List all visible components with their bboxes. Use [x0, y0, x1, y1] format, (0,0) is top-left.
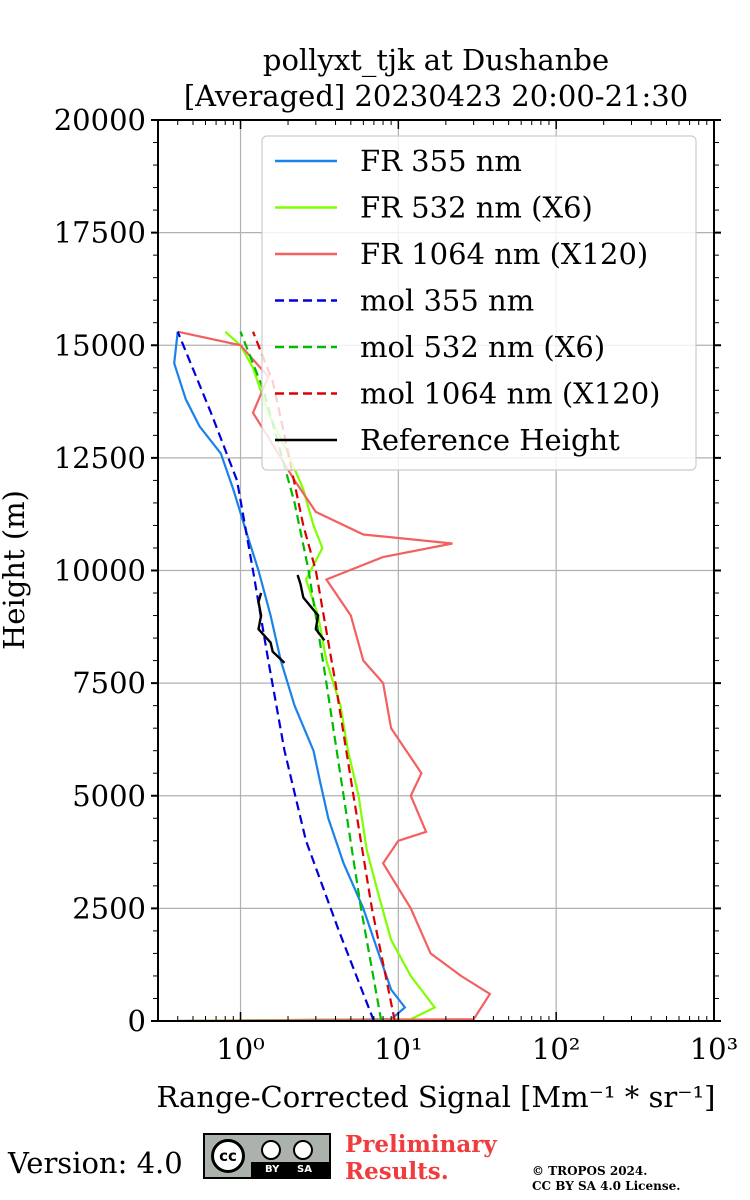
chart: 10⁰ 10¹ 10² 10³ 0 2500 5000 7500 10000 12500 15000… [0, 43, 739, 1114]
badge-strip [251, 1162, 329, 1177]
series-line-reference-height [257, 592, 286, 664]
badge-sa-label: SA [297, 1164, 312, 1175]
legend-label: mol 532 nm (X6) [360, 330, 605, 364]
by-person-icon [261, 1140, 281, 1160]
ticks: 10⁰ 10¹ 10² 10³ 0 2500 5000 7500 10000 12500 15000… [54, 103, 739, 1066]
y-tick-label: 10000 [54, 554, 146, 588]
preliminary-line1: Preliminary [345, 1131, 497, 1158]
legend-label: mol 355 nm [360, 284, 534, 318]
y-tick-label: 20000 [54, 103, 146, 137]
y-tick-label: 15000 [54, 328, 146, 362]
chart-title-line2: [Averaged] 20230423 20:00-21:30 [184, 79, 688, 113]
legend-box [261, 135, 697, 471]
preliminary-line2: Results. [345, 1158, 449, 1185]
legend-label: Reference Height [360, 423, 620, 457]
x-axis-label: Range-Corrected Signal [Mm⁻¹ * sr⁻¹] [157, 1080, 716, 1114]
sa-share-alike-icon [293, 1140, 313, 1160]
x-tick-label: 10² [532, 1032, 581, 1066]
legend-label: FR 1064 nm (X120) [360, 237, 648, 271]
y-tick-label: 17500 [54, 216, 146, 250]
legend-label: FR 532 nm (X6) [360, 191, 593, 225]
y-tick-label: 12500 [54, 441, 146, 475]
copyright-line1: © TROPOS 2024. [532, 1164, 648, 1178]
badge-by-label: BY [265, 1164, 280, 1175]
cc-by-sa-badge-icon: cc BY SA [203, 1133, 331, 1179]
y-axis-label: Height (m) [0, 490, 31, 650]
cc-icon: cc [211, 1139, 245, 1173]
x-tick-label: 10¹ [374, 1032, 423, 1066]
copyright-note: © TROPOS 2024. CC BY SA 4.0 License. [532, 1164, 680, 1194]
x-tick-label: 10⁰ [216, 1032, 265, 1066]
legend-label: FR 355 nm [360, 144, 522, 178]
series-line-mol-355-nm [176, 331, 375, 1021]
version-label: Version: 4.0 [8, 1146, 183, 1180]
y-tick-label: 5000 [72, 779, 146, 813]
y-tick-label: 0 [128, 1004, 146, 1038]
legend-label: mol 1064 nm (X120) [360, 377, 661, 411]
x-tick-label: 10³ [690, 1032, 739, 1066]
preliminary-results-note: Preliminary Results. [345, 1131, 497, 1185]
series-line-reference-height [296, 574, 326, 642]
chart-title-line1: pollyxt_tjk at Dushanbe [263, 43, 609, 78]
y-tick-label: 2500 [72, 891, 146, 925]
copyright-line2: CC BY SA 4.0 License. [532, 1179, 681, 1193]
legend: FR 355 nm FR 532 nm (X6) FR 1064 nm (X120)… [261, 135, 697, 471]
y-tick-label: 7500 [72, 666, 146, 700]
